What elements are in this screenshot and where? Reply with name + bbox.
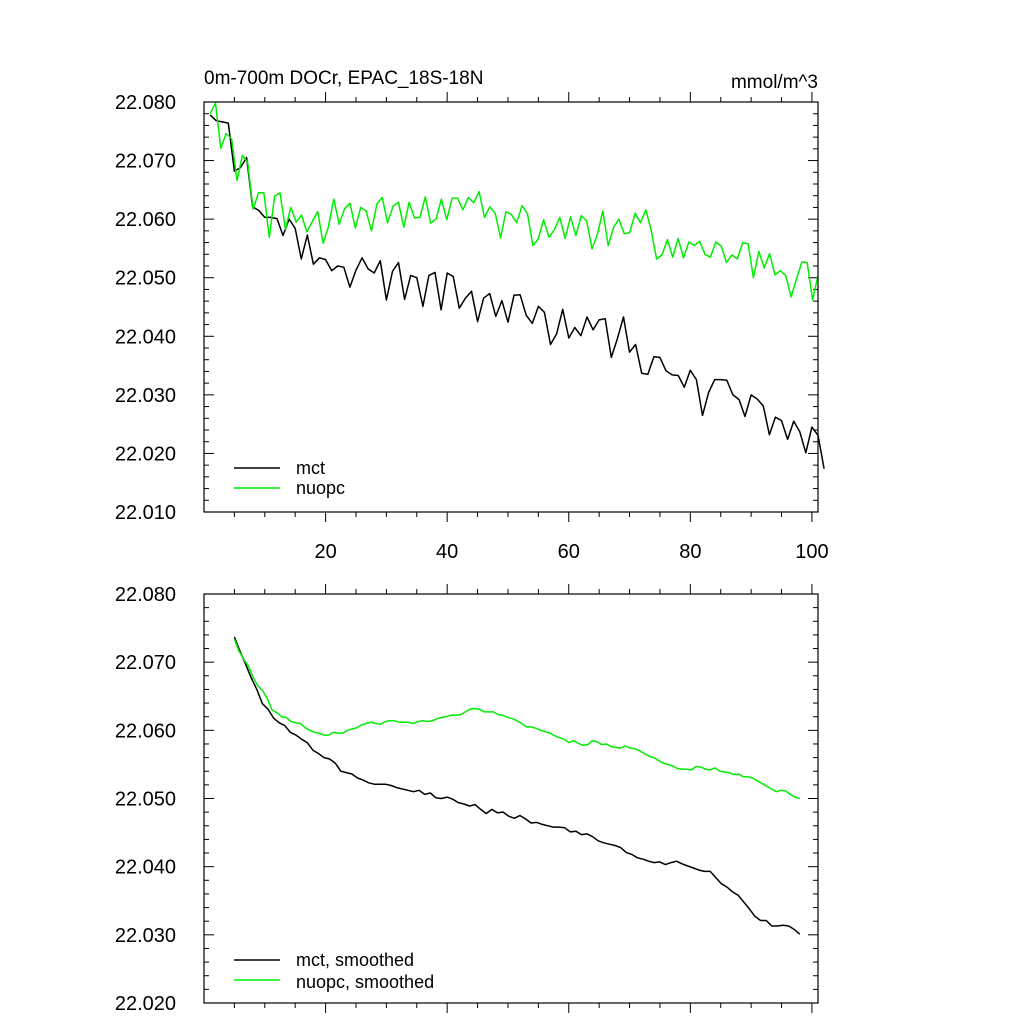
y-tick-label: 22.020	[115, 993, 176, 1015]
y-tick-label: 22.080	[115, 584, 176, 606]
y-tick-label: 22.070	[115, 652, 176, 674]
y-tick-label: 22.070	[115, 151, 176, 173]
chart-title: 0m-700m DOCr, EPAC_18S-18N	[204, 68, 483, 89]
series-line-nuopc	[209, 102, 819, 301]
x-tick-label: 20	[314, 541, 336, 563]
y-tick-label: 22.050	[115, 268, 176, 290]
y-tick-label: 22.040	[115, 326, 176, 348]
series-line-nuopc-smoothed	[233, 638, 801, 800]
plot-frame	[203, 593, 819, 1004]
series-lines	[233, 636, 801, 935]
x-tick-labels: 20 40 60 80 100	[314, 541, 828, 563]
y-tick-label: 22.060	[115, 209, 176, 231]
y-tick-label: 22.030	[115, 925, 176, 947]
legend-label-nuopc: nuopc	[296, 478, 345, 498]
series-line-mct-smoothed	[233, 636, 801, 935]
legend-label-mct: mct	[296, 458, 325, 478]
series-lines	[209, 102, 825, 469]
axis-ticks	[204, 584, 818, 1013]
series-line-mct	[209, 114, 825, 469]
y-tick-label: 22.040	[115, 857, 176, 879]
x-tick-label: 100	[795, 541, 828, 563]
y-tick-label: 22.060	[115, 720, 176, 742]
units-label: mmol/m^3	[731, 72, 818, 93]
legend: mct, smoothed nuopc, smoothed	[234, 950, 434, 992]
y-tick-label: 22.010	[115, 502, 176, 524]
y-tick-label: 22.080	[115, 92, 176, 114]
top-panel: 0m-700m DOCr, EPAC_18S-18N mmol/m^3 22.0…	[115, 68, 829, 563]
x-tick-label: 80	[679, 541, 701, 563]
bottom-panel: 22.020 22.030 22.040 22.050 22.060 22.070 22.0…	[115, 584, 819, 1015]
y-tick-label: 22.030	[115, 385, 176, 407]
legend-label-nuopc-smoothed: nuopc, smoothed	[296, 972, 434, 992]
y-tick-labels: 22.010 22.020 22.030 22.040 22.050 22.060 22.0…	[115, 92, 176, 524]
legend: mct nuopc	[234, 458, 345, 498]
y-tick-label: 22.020	[115, 443, 176, 465]
plot-frame	[203, 101, 819, 513]
y-tick-label: 22.050	[115, 789, 176, 811]
axis-ticks	[204, 92, 818, 522]
legend-label-mct-smoothed: mct, smoothed	[296, 950, 414, 970]
y-tick-labels: 22.020 22.030 22.040 22.050 22.060 22.070 22.0…	[115, 584, 176, 1015]
x-tick-label: 40	[436, 541, 458, 563]
x-tick-label: 60	[558, 541, 580, 563]
